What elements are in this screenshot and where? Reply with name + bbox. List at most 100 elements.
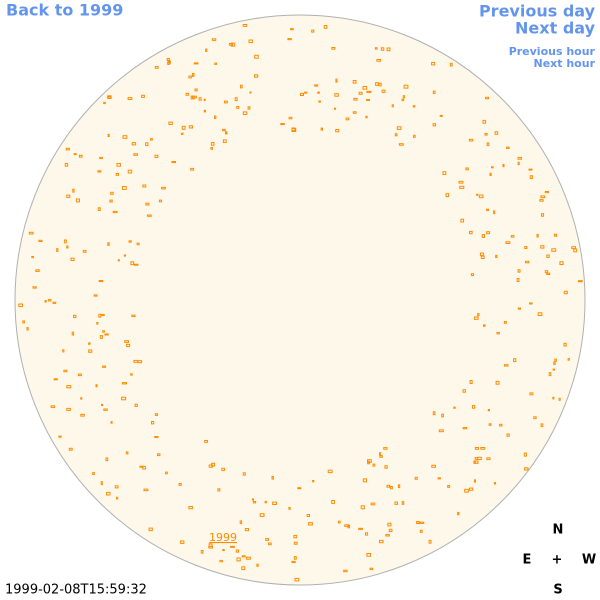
speck [462,389,466,393]
speck [103,408,108,411]
speck [486,142,490,147]
speck [121,396,127,401]
speck [222,128,226,132]
speck [553,233,558,237]
speck [211,38,217,41]
speck [117,259,120,262]
speck [483,324,486,327]
speck [247,106,251,110]
speck [469,487,474,491]
speck [291,560,296,564]
speck [494,131,499,135]
speck [331,47,336,50]
previous-hour-link[interactable]: Previous hour [509,45,596,58]
speck [272,501,278,506]
speck [358,91,363,95]
speck [268,542,272,546]
speck [457,511,460,516]
speck [477,313,480,317]
speck [577,280,583,283]
speck [158,199,162,203]
speck [353,97,358,101]
speck [192,73,195,77]
speck [437,477,441,480]
speck [143,488,149,492]
speck [181,125,186,130]
speck [112,210,118,214]
speck [102,330,105,333]
speck [58,435,62,438]
next-day-link[interactable]: Next day [515,19,596,38]
speck [558,397,561,401]
speck [239,520,243,525]
speck [528,168,533,171]
speck [102,365,107,368]
speck [145,202,150,206]
back-link[interactable]: Back to 1999 [6,1,123,20]
speck [567,358,570,361]
speck [66,194,71,198]
speck [529,392,534,396]
speck [125,451,129,455]
speck [442,171,447,176]
speck [248,39,253,44]
speck [347,524,351,529]
speck [548,372,552,377]
speck [188,125,194,129]
speck [343,569,348,573]
speck [180,540,185,544]
speck [380,47,385,51]
speck [552,368,555,371]
speck [68,447,73,451]
speck [529,302,533,305]
speck [93,294,98,297]
speck [133,263,139,266]
speck [473,460,476,464]
speck [108,96,111,99]
speck [394,501,398,505]
speck [546,254,550,258]
speck [517,156,522,160]
speck [99,156,103,160]
speck [428,539,432,544]
speck [416,521,420,524]
speck [62,349,65,353]
speck [127,97,133,100]
speck [141,94,145,98]
speck [291,127,296,132]
disk-year-link[interactable]: 1999 [209,531,237,544]
speck [244,528,250,532]
speck [495,254,498,258]
speck [294,577,300,582]
speck [381,89,386,93]
speck [464,488,469,493]
speck [280,123,285,126]
speck [536,233,539,238]
speck [362,86,368,90]
speck [56,248,59,252]
previous-day-link[interactable]: Previous day [479,2,596,21]
speck [352,80,357,84]
speck [142,184,147,188]
speck [249,91,252,94]
speck [487,409,490,412]
speck [496,331,500,335]
next-hour-link[interactable]: Next hour [534,57,596,70]
speck [194,88,198,92]
speck [495,380,500,385]
speck [235,549,240,553]
speck [254,54,259,59]
speck [541,213,545,217]
speck [465,167,469,171]
speck [98,313,102,318]
speck [130,261,135,266]
speck [123,254,127,257]
speck [107,242,110,246]
speck [478,194,484,199]
speck [480,447,486,450]
speck [524,467,529,471]
speck [540,195,546,199]
speck [100,481,103,486]
speck [375,82,379,86]
speck [150,138,153,141]
